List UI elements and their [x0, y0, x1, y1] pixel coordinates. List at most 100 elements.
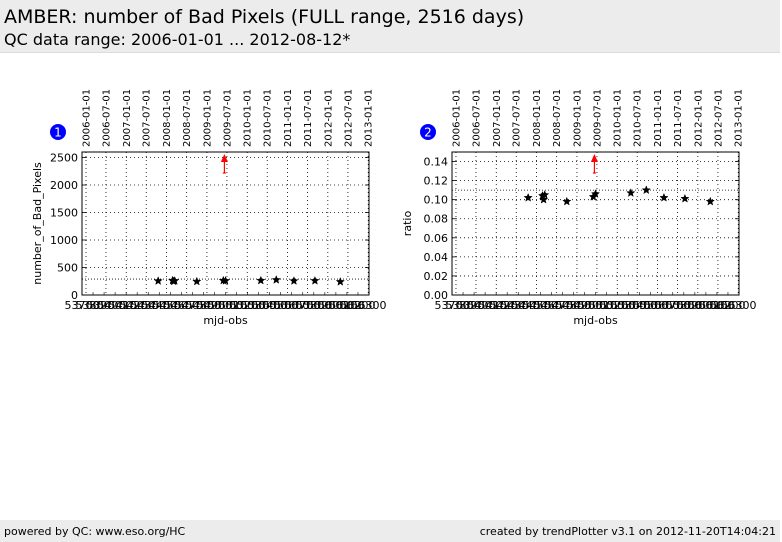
- chart2-date-tick-label: 2009-01-01: [572, 89, 583, 147]
- chart2-badge: [420, 124, 436, 140]
- chart2-xtick-label: 53800: [446, 299, 481, 312]
- chart1-xtick-label: 55600: [274, 299, 309, 312]
- chart2-xtick-label: 54200: [490, 299, 525, 312]
- chart1-xtick-label: 54100: [109, 299, 144, 312]
- chart1-xtick-label: 55500: [263, 299, 298, 312]
- chart2-xtick-label: 54100: [479, 299, 514, 312]
- chart2-xtick-label: 54000: [468, 299, 503, 312]
- chart1-ytick-label: 0: [71, 289, 78, 302]
- chart1-date-tick-label: 2007-01-01: [122, 89, 133, 147]
- chart2-xtick-label: 55400: [622, 299, 657, 312]
- chart1-xtick-label: 56300: [352, 299, 387, 312]
- chart2-xtick-label: 54600: [534, 299, 569, 312]
- chart2-date-tick-label: 2011-07-01: [673, 89, 684, 147]
- chart2-date-tick-label: 2013-01-01: [734, 89, 745, 147]
- chart1-badge-label: 1: [54, 126, 62, 140]
- chart1-date-tick-label: 2010-07-01: [263, 89, 274, 147]
- chart1-badge: [50, 124, 66, 140]
- chart1-date-tick-label: 2009-01-01: [202, 89, 213, 147]
- chart2-xtick-label: 55700: [655, 299, 690, 312]
- chart1-data-point: [170, 275, 180, 285]
- chart2-xtick-label: 54300: [501, 299, 536, 312]
- chart2-date-tick-label: 2009-07-01: [592, 89, 603, 147]
- chart2-badge-label: 2: [424, 126, 432, 140]
- chart1-ytick-label: 500: [57, 262, 78, 275]
- chart2-xlabel: mjd-obs: [573, 314, 618, 327]
- chart2-date-tick-label: 2010-01-01: [613, 89, 624, 147]
- chart2-data-point: [705, 196, 715, 206]
- chart2-outlier-arrow-head: [590, 154, 598, 162]
- chart1-outlier-arrow-head: [220, 154, 228, 162]
- chart2-xtick-label: 55300: [611, 299, 646, 312]
- chart1-xtick-label: 55200: [230, 299, 265, 312]
- chart1-date-tick-label: 2008-01-01: [162, 89, 173, 147]
- chart1-data-point: [289, 276, 299, 285]
- chart2-data-point: [680, 193, 690, 203]
- chart1-ytick-label: 1500: [50, 207, 78, 220]
- chart1-xtick-label: 54400: [142, 299, 177, 312]
- chart1-ylabel: number_of_Bad_Pixels: [31, 162, 44, 285]
- chart2-xtick-label: 55500: [633, 299, 668, 312]
- chart2-xtick-label: 55000: [578, 299, 613, 312]
- footer-generator: created by trendPlotter v3.1 on 2012-11-…: [479, 525, 776, 538]
- chart2-ytick-label: 0.12: [424, 175, 449, 188]
- footer-credit[interactable]: powered by QC: www.eso.org/HC: [4, 525, 186, 538]
- chart2-date-tick-label: 2006-07-01: [471, 89, 482, 147]
- chart1-data-point: [256, 275, 266, 285]
- chart2-date-tick-label: 2008-01-01: [532, 89, 543, 147]
- chart2-date-tick-label: 2008-07-01: [552, 89, 563, 147]
- chart2-data-point: [626, 188, 636, 197]
- chart2-date-tick-label: 2007-07-01: [512, 89, 523, 147]
- chart2-ytick-label: 0.04: [424, 251, 449, 264]
- chart1-xtick-label: 54500: [153, 299, 188, 312]
- chart1-date-tick-label: 2006-01-01: [81, 89, 92, 147]
- chart1-xlabel: mjd-obs: [203, 314, 248, 327]
- chart1-plot-frame: [81, 151, 370, 296]
- chart2-xtick-label: 55200: [600, 299, 635, 312]
- chart2-data-point: [540, 190, 550, 199]
- chart1-date-tick-label: 2013-01-01: [364, 89, 375, 147]
- chart2-xtick-label: 55900: [677, 299, 712, 312]
- chart1-xtick-label: 53900: [87, 299, 122, 312]
- chart1-xtick-label: 55000: [208, 299, 243, 312]
- chart2-ytick-label: 0.02: [424, 270, 449, 283]
- chart1-ytick-label: 1000: [50, 234, 78, 247]
- header-bar: AMBER: number of Bad Pixels (FULL range,…: [0, 0, 780, 53]
- chart2-plot-frame: [451, 151, 740, 296]
- chart2-data-point: [538, 194, 549, 204]
- chart1-data-point: [220, 275, 231, 285]
- chart1-xtick-label: 54800: [186, 299, 221, 312]
- chart2-xtick-label: 54400: [512, 299, 547, 312]
- chart1-xtick-label: 56100: [329, 299, 364, 312]
- chart1-date-tick-label: 2012-07-01: [343, 89, 354, 147]
- chart1-data-point: [153, 276, 163, 285]
- chart1-date-tick-label: 2012-01-01: [323, 89, 334, 147]
- chart1-date-tick-label: 2011-07-01: [303, 89, 314, 147]
- chart2-date-tick-label: 2010-07-01: [633, 89, 644, 147]
- chart2-xtick-label: 55800: [666, 299, 701, 312]
- chart2-data-point: [562, 196, 572, 206]
- chart2-ytick-label: 0.06: [424, 232, 449, 245]
- chart1-ytick-label: 2500: [50, 152, 78, 165]
- chart2-ytick-label: 0.14: [424, 156, 449, 169]
- chart1-data-point: [335, 276, 345, 286]
- chart1-xtick-label: 55900: [307, 299, 342, 312]
- chart2-date-tick-label: 2012-07-01: [713, 89, 724, 147]
- chart2-xtick-label: 55100: [589, 299, 624, 312]
- chart2-date-tick-label: 2011-01-01: [653, 89, 664, 147]
- chart2-date-tick-label: 2006-01-01: [451, 89, 462, 147]
- chart1-xtick-label: 53800: [76, 299, 111, 312]
- chart2-xtick-label: 54500: [523, 299, 558, 312]
- page-title: AMBER: number of Bad Pixels (FULL range,…: [4, 6, 525, 28]
- page-subtitle: QC data range: 2006-01-01 ... 2012-08-12…: [4, 30, 351, 49]
- chart2-data-point: [590, 189, 601, 198]
- chart2-xtick-label: 54800: [556, 299, 591, 312]
- chart1-data-point: [310, 275, 320, 285]
- chart2-date-tick-label: 2012-01-01: [693, 89, 704, 147]
- chart1-data-point: [271, 274, 281, 284]
- chart1-date-tick-label: 2007-07-01: [142, 89, 153, 147]
- chart2-xtick-label: 56000: [688, 299, 723, 312]
- chart1-xtick-label: 54600: [164, 299, 199, 312]
- chart2-xtick-label: 54700: [545, 299, 580, 312]
